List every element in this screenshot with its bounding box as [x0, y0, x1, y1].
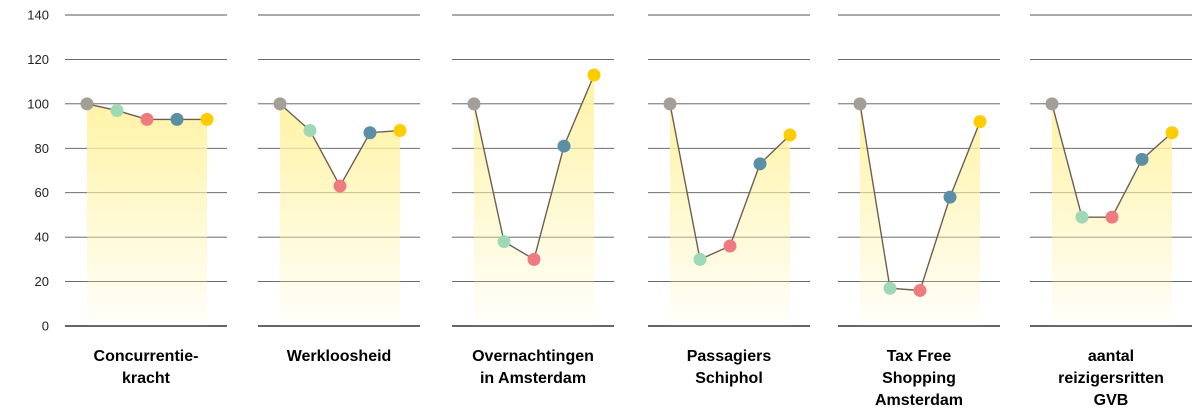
- panel-title: Werkloosheid: [287, 348, 392, 365]
- panel-title: kracht: [122, 370, 171, 387]
- data-point: [853, 97, 867, 111]
- data-point: [1045, 97, 1059, 111]
- data-point: [723, 239, 737, 253]
- data-point: [467, 97, 481, 111]
- series-area: [280, 103, 400, 326]
- data-point: [110, 104, 124, 118]
- series-area: [860, 103, 980, 326]
- data-point: [1135, 152, 1149, 166]
- series-area: [670, 103, 790, 326]
- data-point: [587, 68, 601, 82]
- panel-title: Amsterdam: [875, 392, 963, 409]
- data-point: [883, 281, 897, 295]
- data-point: [273, 97, 287, 111]
- y-tick-label: 20: [35, 274, 49, 289]
- panel-title: GVB: [1094, 392, 1129, 409]
- panel-title: Schiphol: [695, 370, 763, 387]
- data-point: [527, 252, 541, 266]
- data-point: [913, 283, 927, 297]
- chart-panel: Passagiers Schiphol: [648, 14, 810, 387]
- chart-panel: Tax Free Shopping Amsterdam: [838, 14, 1000, 409]
- y-tick-label: 80: [35, 141, 49, 156]
- data-point: [783, 128, 797, 142]
- panel-title: Overnachtingen: [472, 348, 594, 365]
- data-point: [303, 124, 317, 138]
- data-point: [200, 112, 214, 126]
- panel-title: aantal: [1088, 348, 1134, 365]
- data-point: [943, 190, 957, 204]
- panel-title: Concurrentie-: [94, 348, 199, 365]
- data-point: [693, 252, 707, 266]
- data-point: [973, 115, 987, 129]
- y-tick-label: 0: [42, 319, 49, 334]
- data-point: [753, 157, 767, 171]
- panel-title: Tax Free: [887, 348, 952, 365]
- panel-title: Passagiers: [687, 348, 772, 365]
- data-point: [393, 124, 407, 138]
- panel-title: Shopping: [882, 370, 956, 387]
- y-tick-label: 100: [27, 96, 49, 111]
- chart-panel: Concurrentie-kracht: [65, 14, 227, 387]
- y-tick-label: 120: [27, 52, 49, 67]
- data-point: [1105, 210, 1119, 224]
- data-point: [663, 97, 677, 111]
- data-point: [363, 126, 377, 140]
- data-point: [140, 112, 154, 126]
- chart-panel: aantal reizigersritten GVB: [1030, 14, 1192, 409]
- data-point: [333, 179, 347, 193]
- chart-panel: Overnachtingen in Amsterdam: [452, 14, 614, 387]
- chart-panel: Werkloosheid: [258, 14, 420, 365]
- panel-title: in Amsterdam: [480, 370, 586, 387]
- series-area: [474, 74, 594, 326]
- data-point: [1075, 210, 1089, 224]
- series-area: [87, 103, 207, 326]
- data-point: [1165, 126, 1179, 140]
- data-point: [80, 97, 94, 111]
- data-point: [557, 139, 571, 153]
- y-tick-label: 40: [35, 230, 49, 245]
- y-tick-label: 60: [35, 185, 49, 200]
- panel-title: reizigersritten: [1058, 370, 1164, 387]
- data-point: [497, 235, 511, 249]
- y-tick-label: 140: [27, 8, 49, 23]
- data-point: [170, 112, 184, 126]
